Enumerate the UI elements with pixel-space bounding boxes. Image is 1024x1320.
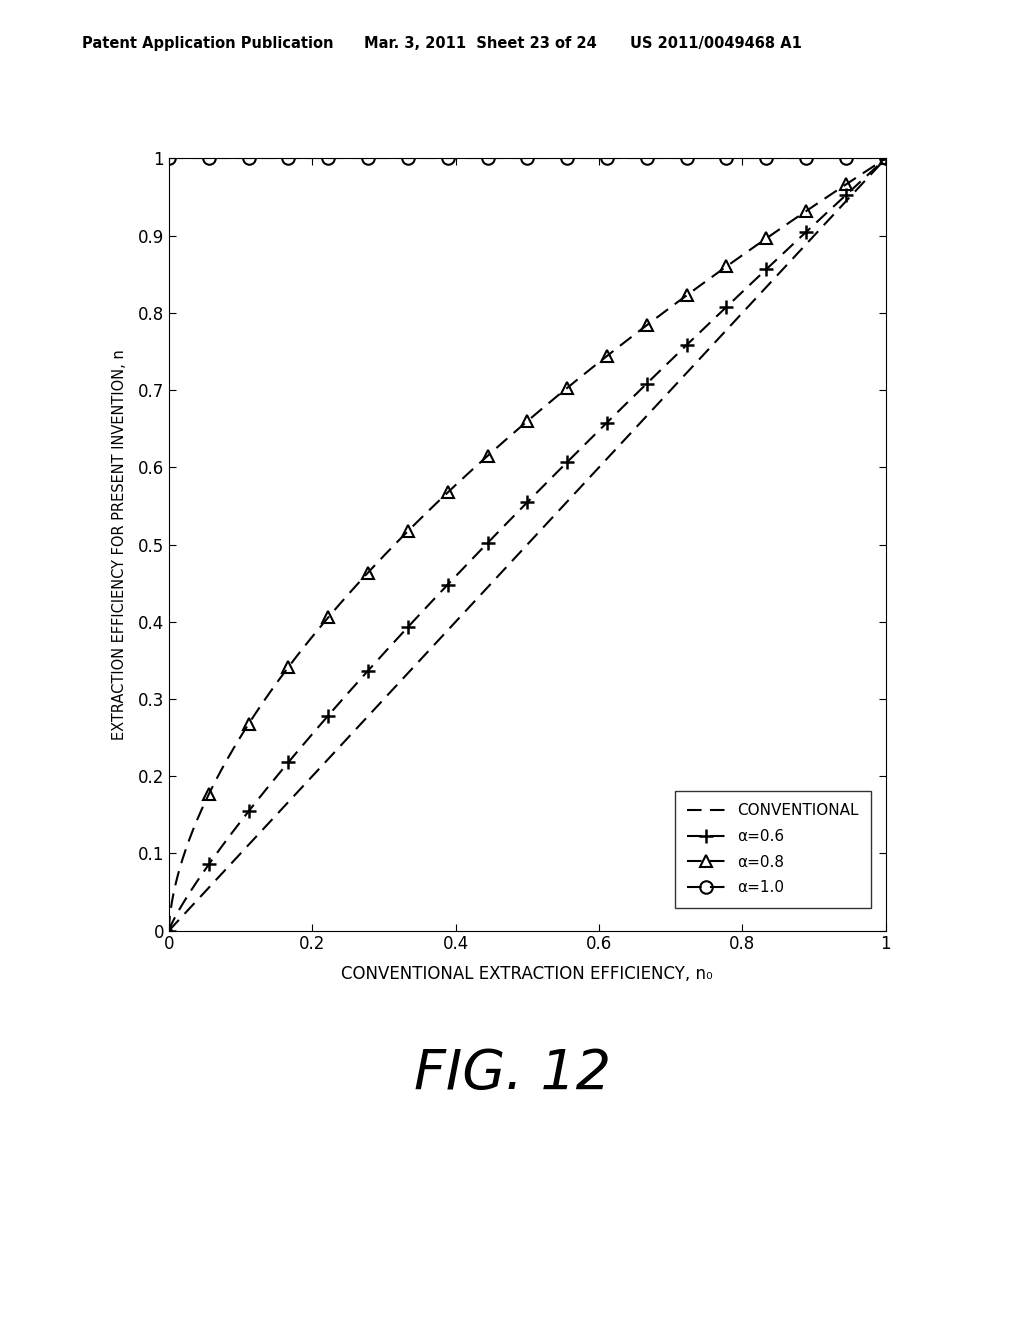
Text: FIG. 12: FIG. 12 (414, 1047, 610, 1100)
Text: Patent Application Publication: Patent Application Publication (82, 36, 334, 50)
Text: US 2011/0049468 A1: US 2011/0049468 A1 (630, 36, 802, 50)
Text: Mar. 3, 2011  Sheet 23 of 24: Mar. 3, 2011 Sheet 23 of 24 (364, 36, 596, 50)
Legend: CONVENTIONAL, α=0.6, α=0.8, α=1.0: CONVENTIONAL, α=0.6, α=0.8, α=1.0 (675, 791, 871, 908)
Y-axis label: EXTRACTION EFFICIENCY FOR PRESENT INVENTION, n: EXTRACTION EFFICIENCY FOR PRESENT INVENT… (112, 348, 127, 741)
X-axis label: CONVENTIONAL EXTRACTION EFFICIENCY, n₀: CONVENTIONAL EXTRACTION EFFICIENCY, n₀ (341, 965, 714, 982)
